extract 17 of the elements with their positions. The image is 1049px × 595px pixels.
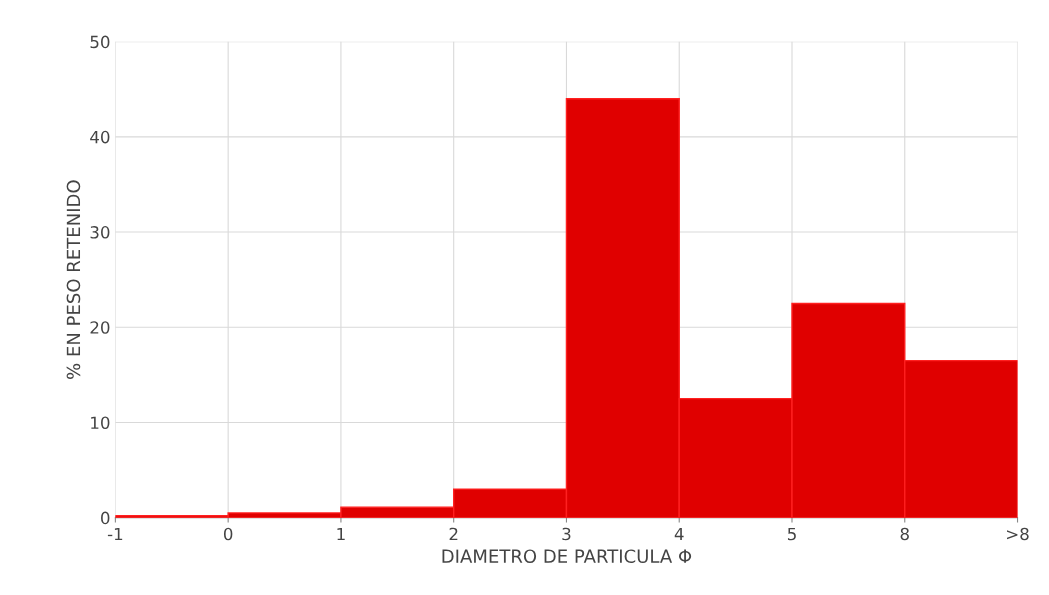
x-tick-label: >8 bbox=[1007, 527, 1029, 541]
x-tick-label: -1 bbox=[107, 527, 123, 541]
x-axis-title: DIAMETRO DE PARTICULA Φ bbox=[442, 549, 692, 564]
y-axis-title: % EN PESO RETENIDO bbox=[66, 180, 81, 379]
y-tick-label: 0 bbox=[101, 511, 110, 525]
x-tick-label: 4 bbox=[674, 527, 684, 541]
y-tick-label: 30 bbox=[90, 226, 110, 239]
x-tick-label: 8 bbox=[900, 527, 909, 541]
x-tick-label: 2 bbox=[449, 527, 458, 541]
x-tick-label: 0 bbox=[223, 527, 233, 541]
y-tick-label: 10 bbox=[91, 416, 110, 430]
y-tick-label: 40 bbox=[90, 130, 110, 144]
y-tick-label: 20 bbox=[90, 321, 110, 334]
x-tick-label: 5 bbox=[787, 527, 796, 541]
x-tick-label: 3 bbox=[562, 527, 571, 541]
x-tick-label: 1 bbox=[337, 527, 345, 541]
y-tick-label: 50 bbox=[90, 35, 110, 49]
